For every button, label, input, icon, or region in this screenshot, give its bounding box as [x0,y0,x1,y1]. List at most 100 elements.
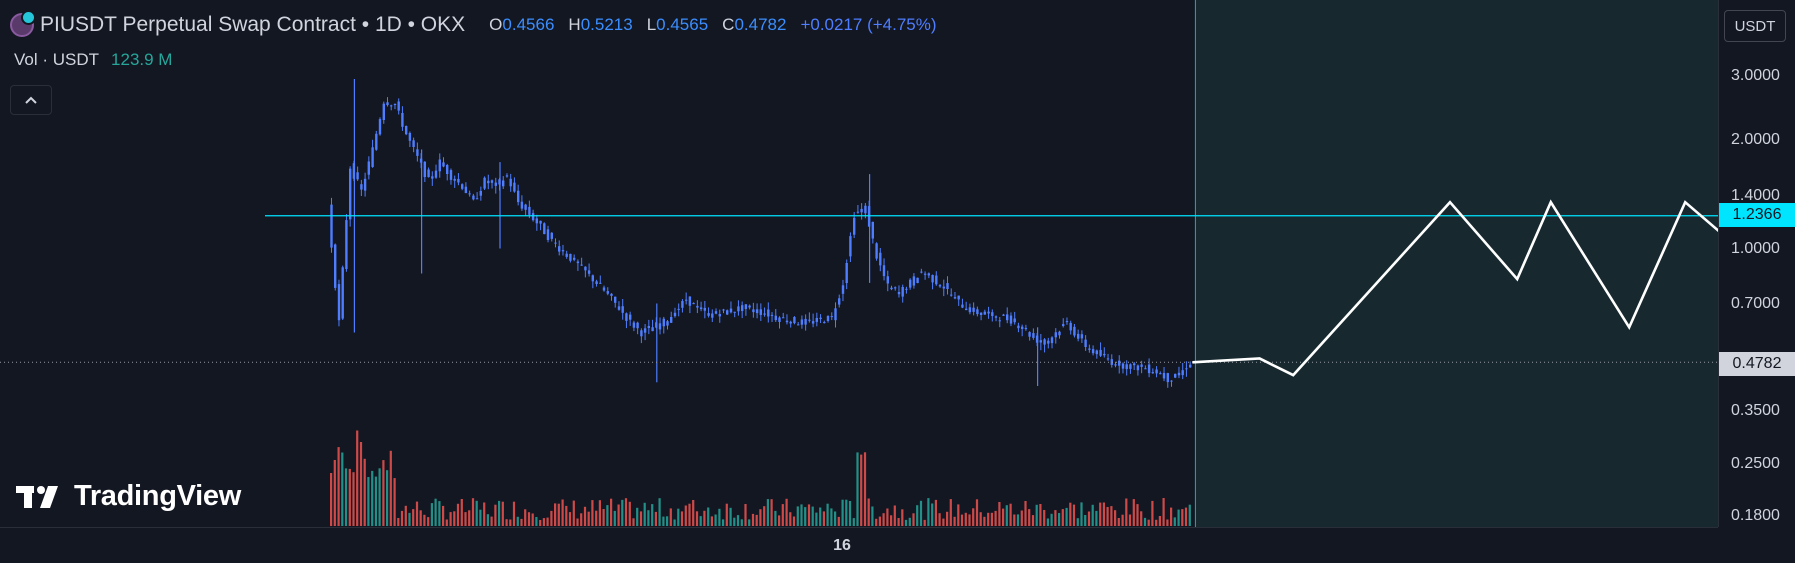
time-axis[interactable] [0,527,1718,563]
candle-body [983,311,986,315]
volume-bar [964,512,967,526]
volume-bar [542,518,545,526]
candle-body [897,292,901,295]
volume-bar [471,498,475,526]
volume-bar [695,511,699,526]
volume-bar [505,519,508,526]
volume-bar [830,508,833,526]
candle-body [894,287,897,289]
candle-body [912,276,916,286]
volume-bar [927,498,930,526]
volume-bar [535,517,538,526]
price-axis[interactable] [1718,0,1795,527]
candle-body [1080,334,1084,339]
volume-bar [811,506,814,526]
candle-body [453,178,456,181]
volume-bar [1031,515,1035,526]
symbol-title[interactable]: PIUSDT Perpetual Swap Contract • 1D • OK… [40,13,466,36]
volume-bar [654,511,657,526]
candle-body [573,257,576,260]
volume-bar [498,500,501,526]
candle-body [845,263,848,283]
candle-body [550,232,553,239]
volume-bar [359,442,363,526]
low-value: 0.4565 [656,15,709,34]
volume-bar [1013,514,1016,526]
candle-body [405,126,408,135]
candle-body [1088,348,1091,350]
volume-bar [1166,519,1169,526]
candle-body [737,306,740,312]
volume-label[interactable]: Vol · USDT [14,50,100,69]
candle-body [651,327,654,332]
candle-body [334,244,337,288]
volume-bar [580,513,583,526]
candle-body [629,314,632,320]
level-price-tag[interactable]: 1.2366 [1719,203,1795,227]
volume-value: 123.9 M [111,50,173,69]
collapse-legend-button[interactable] [10,85,52,115]
volume-bar [479,509,482,526]
candle-body [838,298,841,305]
candle-body [423,161,426,177]
candle-body [823,322,826,324]
candle-body [1185,368,1188,370]
tradingview-logo[interactable]: TradingView [16,480,241,513]
candle-body [539,220,542,224]
volume-bar [755,514,758,526]
volume-bar [516,516,519,526]
last-price-tag[interactable]: 0.4782 [1719,352,1795,376]
volume-bar [1128,514,1132,526]
candle-body [685,299,688,301]
volume-bar [826,503,829,526]
volume-bar [412,509,415,526]
candle-body [726,310,729,315]
candle-body [789,321,792,324]
volume-bar [598,500,601,526]
volume-bar [531,513,534,526]
tradingview-wordmark: TradingView [74,480,241,512]
volume-bar [386,470,389,526]
currency-button[interactable]: USDT [1724,10,1786,42]
volume-bar [680,511,684,526]
candle-body [524,204,527,210]
volume-bar [378,468,381,526]
volume-bar [804,507,807,526]
volume-bar [1117,518,1120,526]
candle-body [826,316,830,321]
candle-body [494,182,497,186]
candle-body [621,306,624,313]
time-tick-label: 16 [833,537,851,554]
volume-bar [834,511,837,526]
volume-bar [639,511,643,526]
candle-body [625,313,628,321]
candle-body [968,307,972,313]
high-key: H [568,15,581,34]
volume-bar [800,504,803,526]
volume-bar [901,509,904,526]
volume-bar [1121,514,1124,526]
candle-body [800,319,804,325]
volume-bar [1110,506,1113,526]
volume-bar [1173,517,1176,526]
close-value: 0.4782 [734,15,787,34]
candle-body [1159,373,1162,375]
candle-body [718,314,721,317]
volume-bar [684,505,687,526]
volume-bar [1132,499,1135,526]
volume-bar [875,518,878,526]
candle-body [378,119,382,135]
volume-bar [434,498,437,526]
volume-bar [722,519,725,526]
candle-body [965,308,968,311]
candle-body [797,324,800,326]
volume-bar [453,511,456,526]
volume-bar [819,507,822,526]
volume-bar [1087,511,1091,526]
candle-body [662,318,665,327]
candle-body [416,149,419,156]
candle-body [748,305,751,308]
volume-bar [796,506,799,526]
